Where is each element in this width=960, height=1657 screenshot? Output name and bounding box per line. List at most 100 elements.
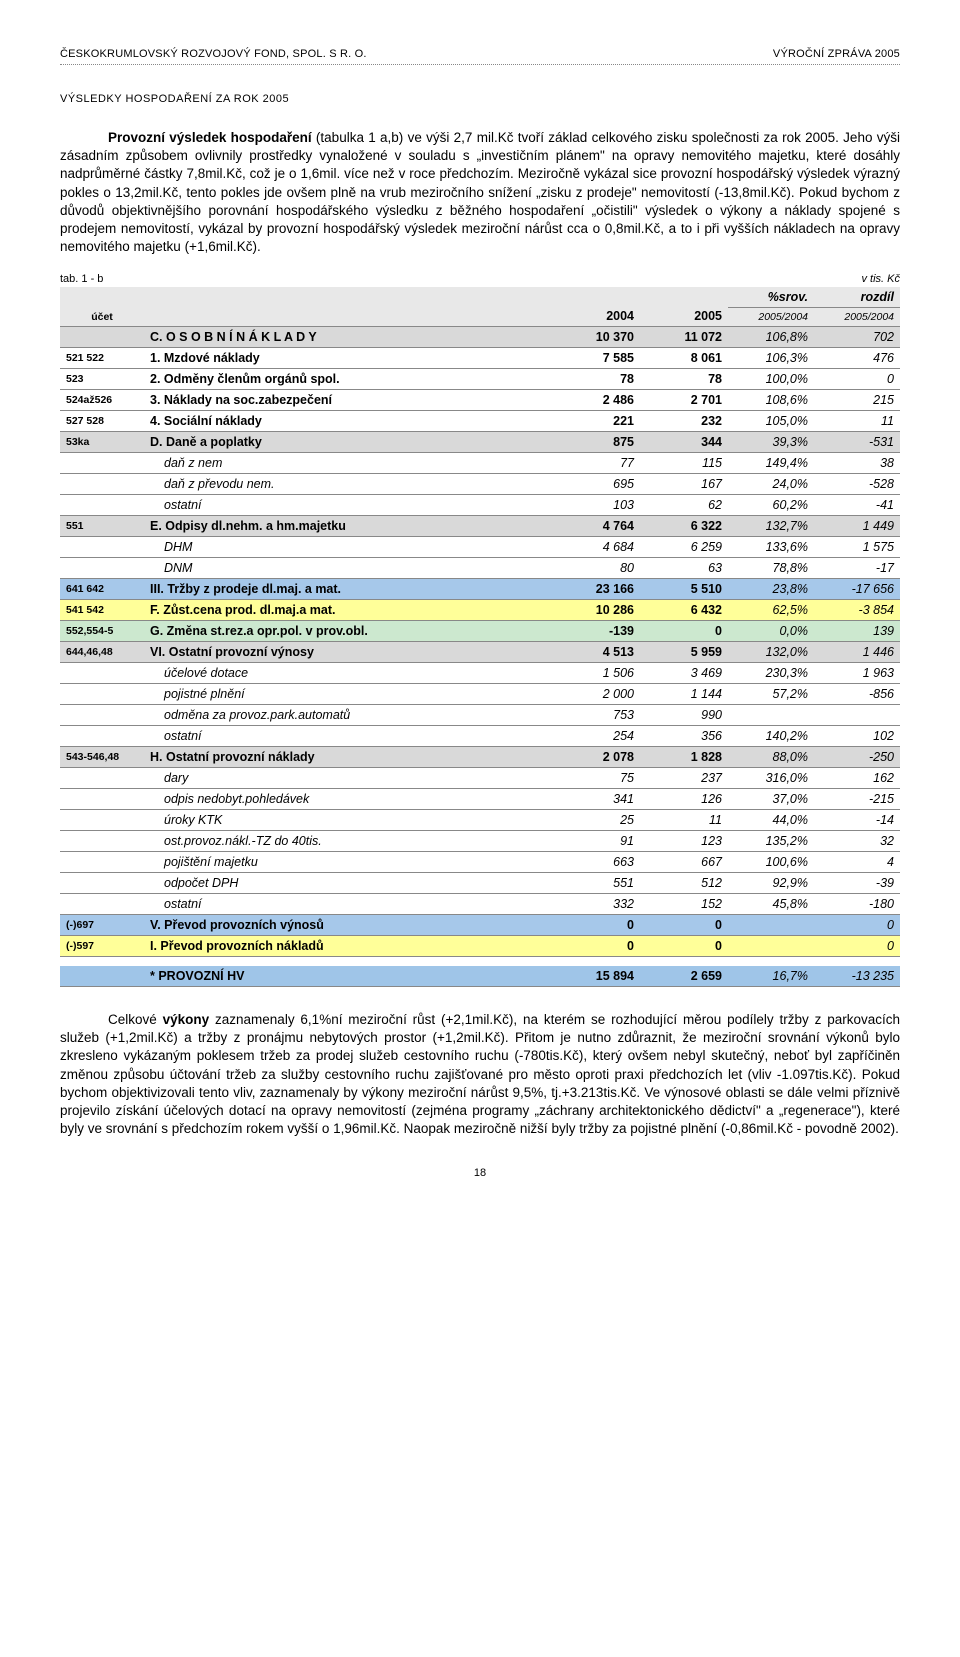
th-diff-sub: 2005/2004 xyxy=(814,307,900,326)
cell-label: 2. Odměny členům orgánů spol. xyxy=(144,368,552,389)
cell-2004: 25 xyxy=(552,809,640,830)
table-row: 641 642III. Tržby z prodeje dl.maj. a ma… xyxy=(60,578,900,599)
cell-diff: -3 854 xyxy=(814,599,900,620)
cell-diff: -856 xyxy=(814,683,900,704)
cell-2004: 75 xyxy=(552,767,640,788)
cell-label: 1. Mzdové náklady xyxy=(144,347,552,368)
cell-acct xyxy=(60,662,144,683)
cell-diff: 1 449 xyxy=(814,515,900,536)
cell-acct: (-)597 xyxy=(60,935,144,956)
page-number: 18 xyxy=(60,1167,900,1179)
cell-pct: 132,0% xyxy=(728,641,814,662)
cell-diff: 215 xyxy=(814,389,900,410)
cell-2005: 8 061 xyxy=(640,347,728,368)
cell-2005: 11 xyxy=(640,809,728,830)
cell-label: III. Tržby z prodeje dl.maj. a mat. xyxy=(144,578,552,599)
table-row: odpočet DPH55151292,9%-39 xyxy=(60,872,900,893)
intro-rest: (tabulka 1 a,b) ve výši 2,7 mil.Kč tvoří… xyxy=(60,130,900,254)
section-title: VÝSLEDKY HOSPODAŘENÍ ZA ROK 2005 xyxy=(60,93,900,105)
cell-2005: 126 xyxy=(640,788,728,809)
cell-2004: 875 xyxy=(552,431,640,452)
table-row: pojistné plnění2 0001 14457,2%-856 xyxy=(60,683,900,704)
cell-acct: 552,554-5 xyxy=(60,620,144,641)
cell-2004: 4 684 xyxy=(552,536,640,557)
table-row: * PROVOZNÍ HV15 8942 65916,7%-13 235 xyxy=(60,966,900,987)
cell-2005: 237 xyxy=(640,767,728,788)
cell-acct: 523 xyxy=(60,368,144,389)
cell-2004: 23 166 xyxy=(552,578,640,599)
cell-acct xyxy=(60,872,144,893)
cell-diff: -17 656 xyxy=(814,578,900,599)
cell-acct xyxy=(60,725,144,746)
cell-2005: 356 xyxy=(640,725,728,746)
table-row: ostatní254356140,2%102 xyxy=(60,725,900,746)
cell-2004: 221 xyxy=(552,410,640,431)
cell-pct: 92,9% xyxy=(728,872,814,893)
cell-label: daň z nem xyxy=(144,452,552,473)
cell-acct xyxy=(60,893,144,914)
cell-2004: 4 764 xyxy=(552,515,640,536)
table-meta: tab. 1 - b v tis. Kč xyxy=(60,273,900,285)
cell-2004: 7 585 xyxy=(552,347,640,368)
cell-label: dary xyxy=(144,767,552,788)
cell-2005: 63 xyxy=(640,557,728,578)
table-row: 644,46,48VI. Ostatní provozní výnosy4 51… xyxy=(60,641,900,662)
closing-bold: výkony xyxy=(163,1012,210,1027)
cell-2004: 332 xyxy=(552,893,640,914)
cell-diff: 1 963 xyxy=(814,662,900,683)
cell-label: V. Převod provozních výnosů xyxy=(144,914,552,935)
th-diff-top: rozdíl xyxy=(814,287,900,308)
cell-2004: 77 xyxy=(552,452,640,473)
cell-pct xyxy=(728,935,814,956)
cell-label: DNM xyxy=(144,557,552,578)
header-left: ČESKOKRUMLOVSKÝ ROZVOJOVÝ FOND, SPOL. S … xyxy=(60,48,367,60)
cell-2004: 2 000 xyxy=(552,683,640,704)
cell-acct xyxy=(60,966,144,987)
intro-block: Provozní výsledek hospodaření (tabulka 1… xyxy=(60,129,900,257)
cell-acct xyxy=(60,473,144,494)
table-row: C. O S O B N Í N Á K L A D Y10 37011 072… xyxy=(60,326,900,347)
cell-pct: 24,0% xyxy=(728,473,814,494)
table-row: 521 5221. Mzdové náklady7 5858 061106,3%… xyxy=(60,347,900,368)
cell-acct: 543-546,48 xyxy=(60,746,144,767)
cell-label: odpis nedobyt.pohledávek xyxy=(144,788,552,809)
cell-2005: 11 072 xyxy=(640,326,728,347)
cell-2004: 551 xyxy=(552,872,640,893)
cell-2005: 115 xyxy=(640,452,728,473)
cell-acct xyxy=(60,326,144,347)
cell-2004: 753 xyxy=(552,704,640,725)
cell-2005: 0 xyxy=(640,620,728,641)
cell-pct: 135,2% xyxy=(728,830,814,851)
th-pct-top: %srov. xyxy=(728,287,814,308)
cell-2005: 5 510 xyxy=(640,578,728,599)
cell-2005: 3 469 xyxy=(640,662,728,683)
cell-pct: 149,4% xyxy=(728,452,814,473)
cell-2005: 6 432 xyxy=(640,599,728,620)
cell-diff: -528 xyxy=(814,473,900,494)
cell-2004: 4 513 xyxy=(552,641,640,662)
table-row: odměna za provoz.park.automatů753990 xyxy=(60,704,900,725)
cell-label: E. Odpisy dl.nehm. a hm.majetku xyxy=(144,515,552,536)
table-row: ostatní33215245,8%-180 xyxy=(60,893,900,914)
cell-label: pojistné plnění xyxy=(144,683,552,704)
table-row: pojištění majetku663667100,6%4 xyxy=(60,851,900,872)
cell-diff: 4 xyxy=(814,851,900,872)
cell-label: účelové dotace xyxy=(144,662,552,683)
cell-label: ostatní xyxy=(144,893,552,914)
table-row: 53kaD. Daně a poplatky87534439,3%-531 xyxy=(60,431,900,452)
cell-diff: -250 xyxy=(814,746,900,767)
cell-acct xyxy=(60,452,144,473)
cell-acct xyxy=(60,683,144,704)
cell-pct: 230,3% xyxy=(728,662,814,683)
cell-label: H. Ostatní provozní náklady xyxy=(144,746,552,767)
cell-acct: 521 522 xyxy=(60,347,144,368)
cell-acct: 551 xyxy=(60,515,144,536)
header-divider xyxy=(60,64,900,65)
cell-label: ost.provoz.nákl.-TZ do 40tis. xyxy=(144,830,552,851)
cell-acct: 644,46,48 xyxy=(60,641,144,662)
cell-2004: 15 894 xyxy=(552,966,640,987)
table-row: účelové dotace1 5063 469230,3%1 963 xyxy=(60,662,900,683)
cell-2004: 0 xyxy=(552,935,640,956)
cell-label: úroky KTK xyxy=(144,809,552,830)
cell-diff: -13 235 xyxy=(814,966,900,987)
